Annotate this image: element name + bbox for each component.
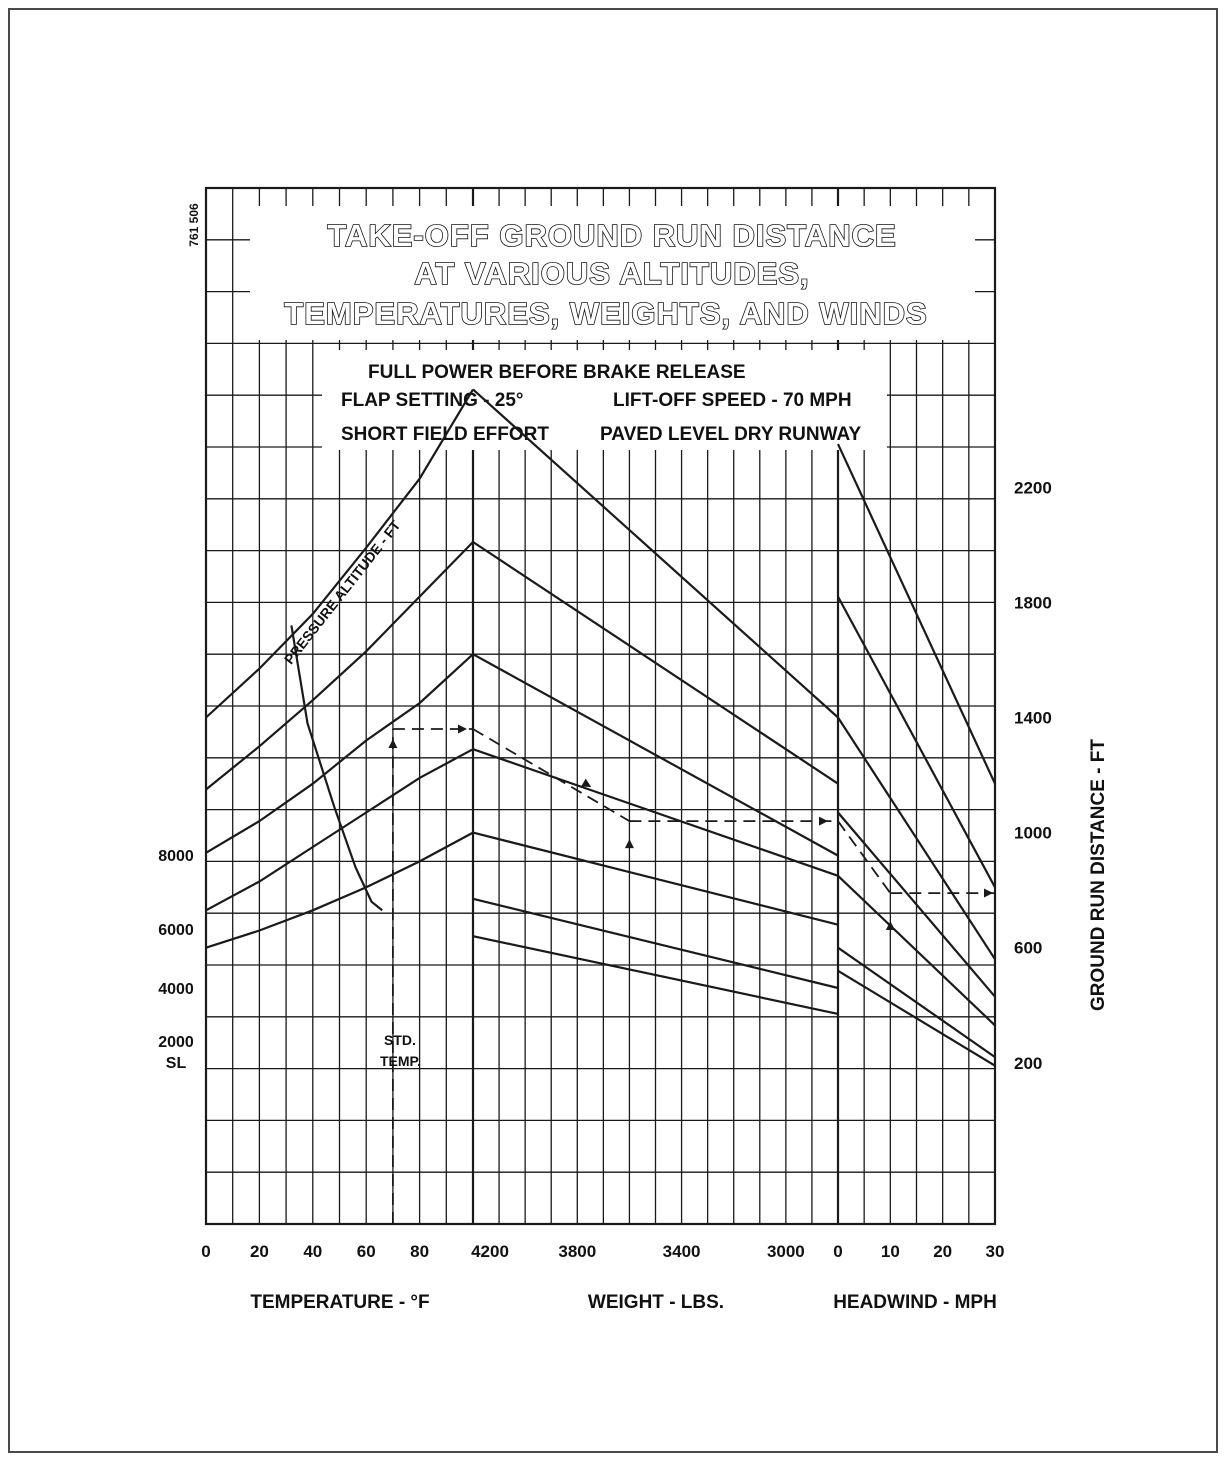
ground-run-tick-label: 1000 [1014,824,1052,843]
series-line-sl-temperature [205,831,474,949]
grid [206,188,995,1224]
headwind-tick-label: 20 [933,1242,952,1261]
ground-run-tick-label: 1800 [1014,593,1052,612]
ground-run-tick-label: 2200 [1014,478,1052,497]
chart-title-line: TEMPERATURES, WEIGHTS, AND WINDS [284,296,927,331]
series-line-4000-weight [472,653,839,857]
condition-runway: PAVED LEVEL DRY RUNWAY [600,424,861,445]
example-arrowhead [581,778,592,788]
altitude-label-2000: 2000 [158,1034,194,1051]
altitude-label-8000: 8000 [158,848,194,865]
series-line-4000-temperature [205,653,474,854]
axis-labels: 0 20 40 60 80 4200 3800 3400 3000 0 10 20 30 TEMPERAT… [158,203,1109,1313]
altitude-label-4000: 4000 [158,981,194,998]
weight-tick-label: 3800 [558,1242,596,1261]
weight-tick-label: 3400 [663,1242,701,1261]
temperature-tick-label: 60 [357,1242,376,1261]
series-line-6000-temperature [205,541,474,791]
series-line-4000-headwind [837,716,996,960]
temperature-axis-title: TEMPERATURE - °F [250,1292,429,1313]
series-line-6000-headwind [837,596,996,888]
series-line-8000-weight [472,388,839,719]
series-line-sl-headwind [837,875,996,1027]
weight-tick-label: 3000 [767,1242,805,1261]
series-line-unlabeled-weight [472,935,839,1015]
altitude-label-6000: 6000 [158,922,194,939]
temperature-tick-label: 80 [410,1242,429,1261]
example-arrowhead [819,816,828,826]
temperature-tick-label: 40 [303,1242,322,1261]
temperature-tick-label: 20 [250,1242,269,1261]
altitude-curves: PRESSURE ALTITUDE - FT [205,388,996,1067]
series-line-6000-weight [472,541,839,785]
std-temp-label-line2: TEMP. [380,1053,421,1069]
condition-flap: FLAP SETTING - 25° [341,390,524,411]
document-code: 761 506 [187,203,201,247]
weight-tick-label: 4200 [471,1242,509,1261]
altitude-label-sl: SL [166,1055,187,1072]
example-path-segment [837,820,892,894]
headwind-tick-label: 0 [833,1242,842,1261]
chart-title-line: AT VARIOUS ALTITUDES, [414,256,809,291]
example-arrowhead [458,724,467,734]
headwind-axis-title: HEADWIND - MPH [833,1292,997,1313]
headwind-tick-label: 30 [986,1242,1005,1261]
series-line-2000-temperature [205,748,474,912]
ground-run-tick-label: 600 [1014,939,1042,958]
headwind-tick-label: 10 [881,1242,900,1261]
pressure-altitude-label: PRESSURE ALTITUDE - FT [281,517,404,667]
series-line-unlabeled-weight [472,897,839,990]
series-line-unlabeled-headwind [837,946,996,1059]
example-arrowhead [388,739,398,749]
series-line-2000-weight [472,748,839,877]
weight-axis-title: WEIGHT - LBS. [588,1292,724,1313]
series-line-8000-headwind [837,443,996,785]
condition-power: FULL POWER BEFORE BRAKE RELEASE [368,362,746,383]
chart-title-line: TAKE-OFF GROUND RUN DISTANCE [327,218,896,253]
example-path: STD. TEMP. [380,724,995,1224]
temperature-tick-label: 0 [201,1242,210,1261]
condition-liftoff: LIFT-OFF SPEED - 70 MPH [613,390,852,411]
plot-border [204,186,997,1226]
conditions-background [322,350,887,450]
std-temp-curve [290,625,383,912]
title-background [250,206,975,340]
std-temp-label-line1: STD. [384,1032,416,1048]
example-arrowhead [885,921,895,931]
example-arrowhead [624,839,634,849]
series-line-8000-temperature [205,388,474,719]
ground-run-axis-title: GROUND RUN DISTANCE - FT [1088,739,1109,1011]
series-line-2000-headwind [837,811,996,998]
page-frame [8,8,1218,1453]
series-line-sl-weight [472,831,839,926]
ground-run-tick-label: 1400 [1014,709,1052,728]
ground-run-tick-label: 200 [1014,1054,1042,1073]
series-line-unlabeled-headwind [837,969,996,1067]
example-path-segment [472,728,630,822]
example-arrowhead [984,888,993,898]
